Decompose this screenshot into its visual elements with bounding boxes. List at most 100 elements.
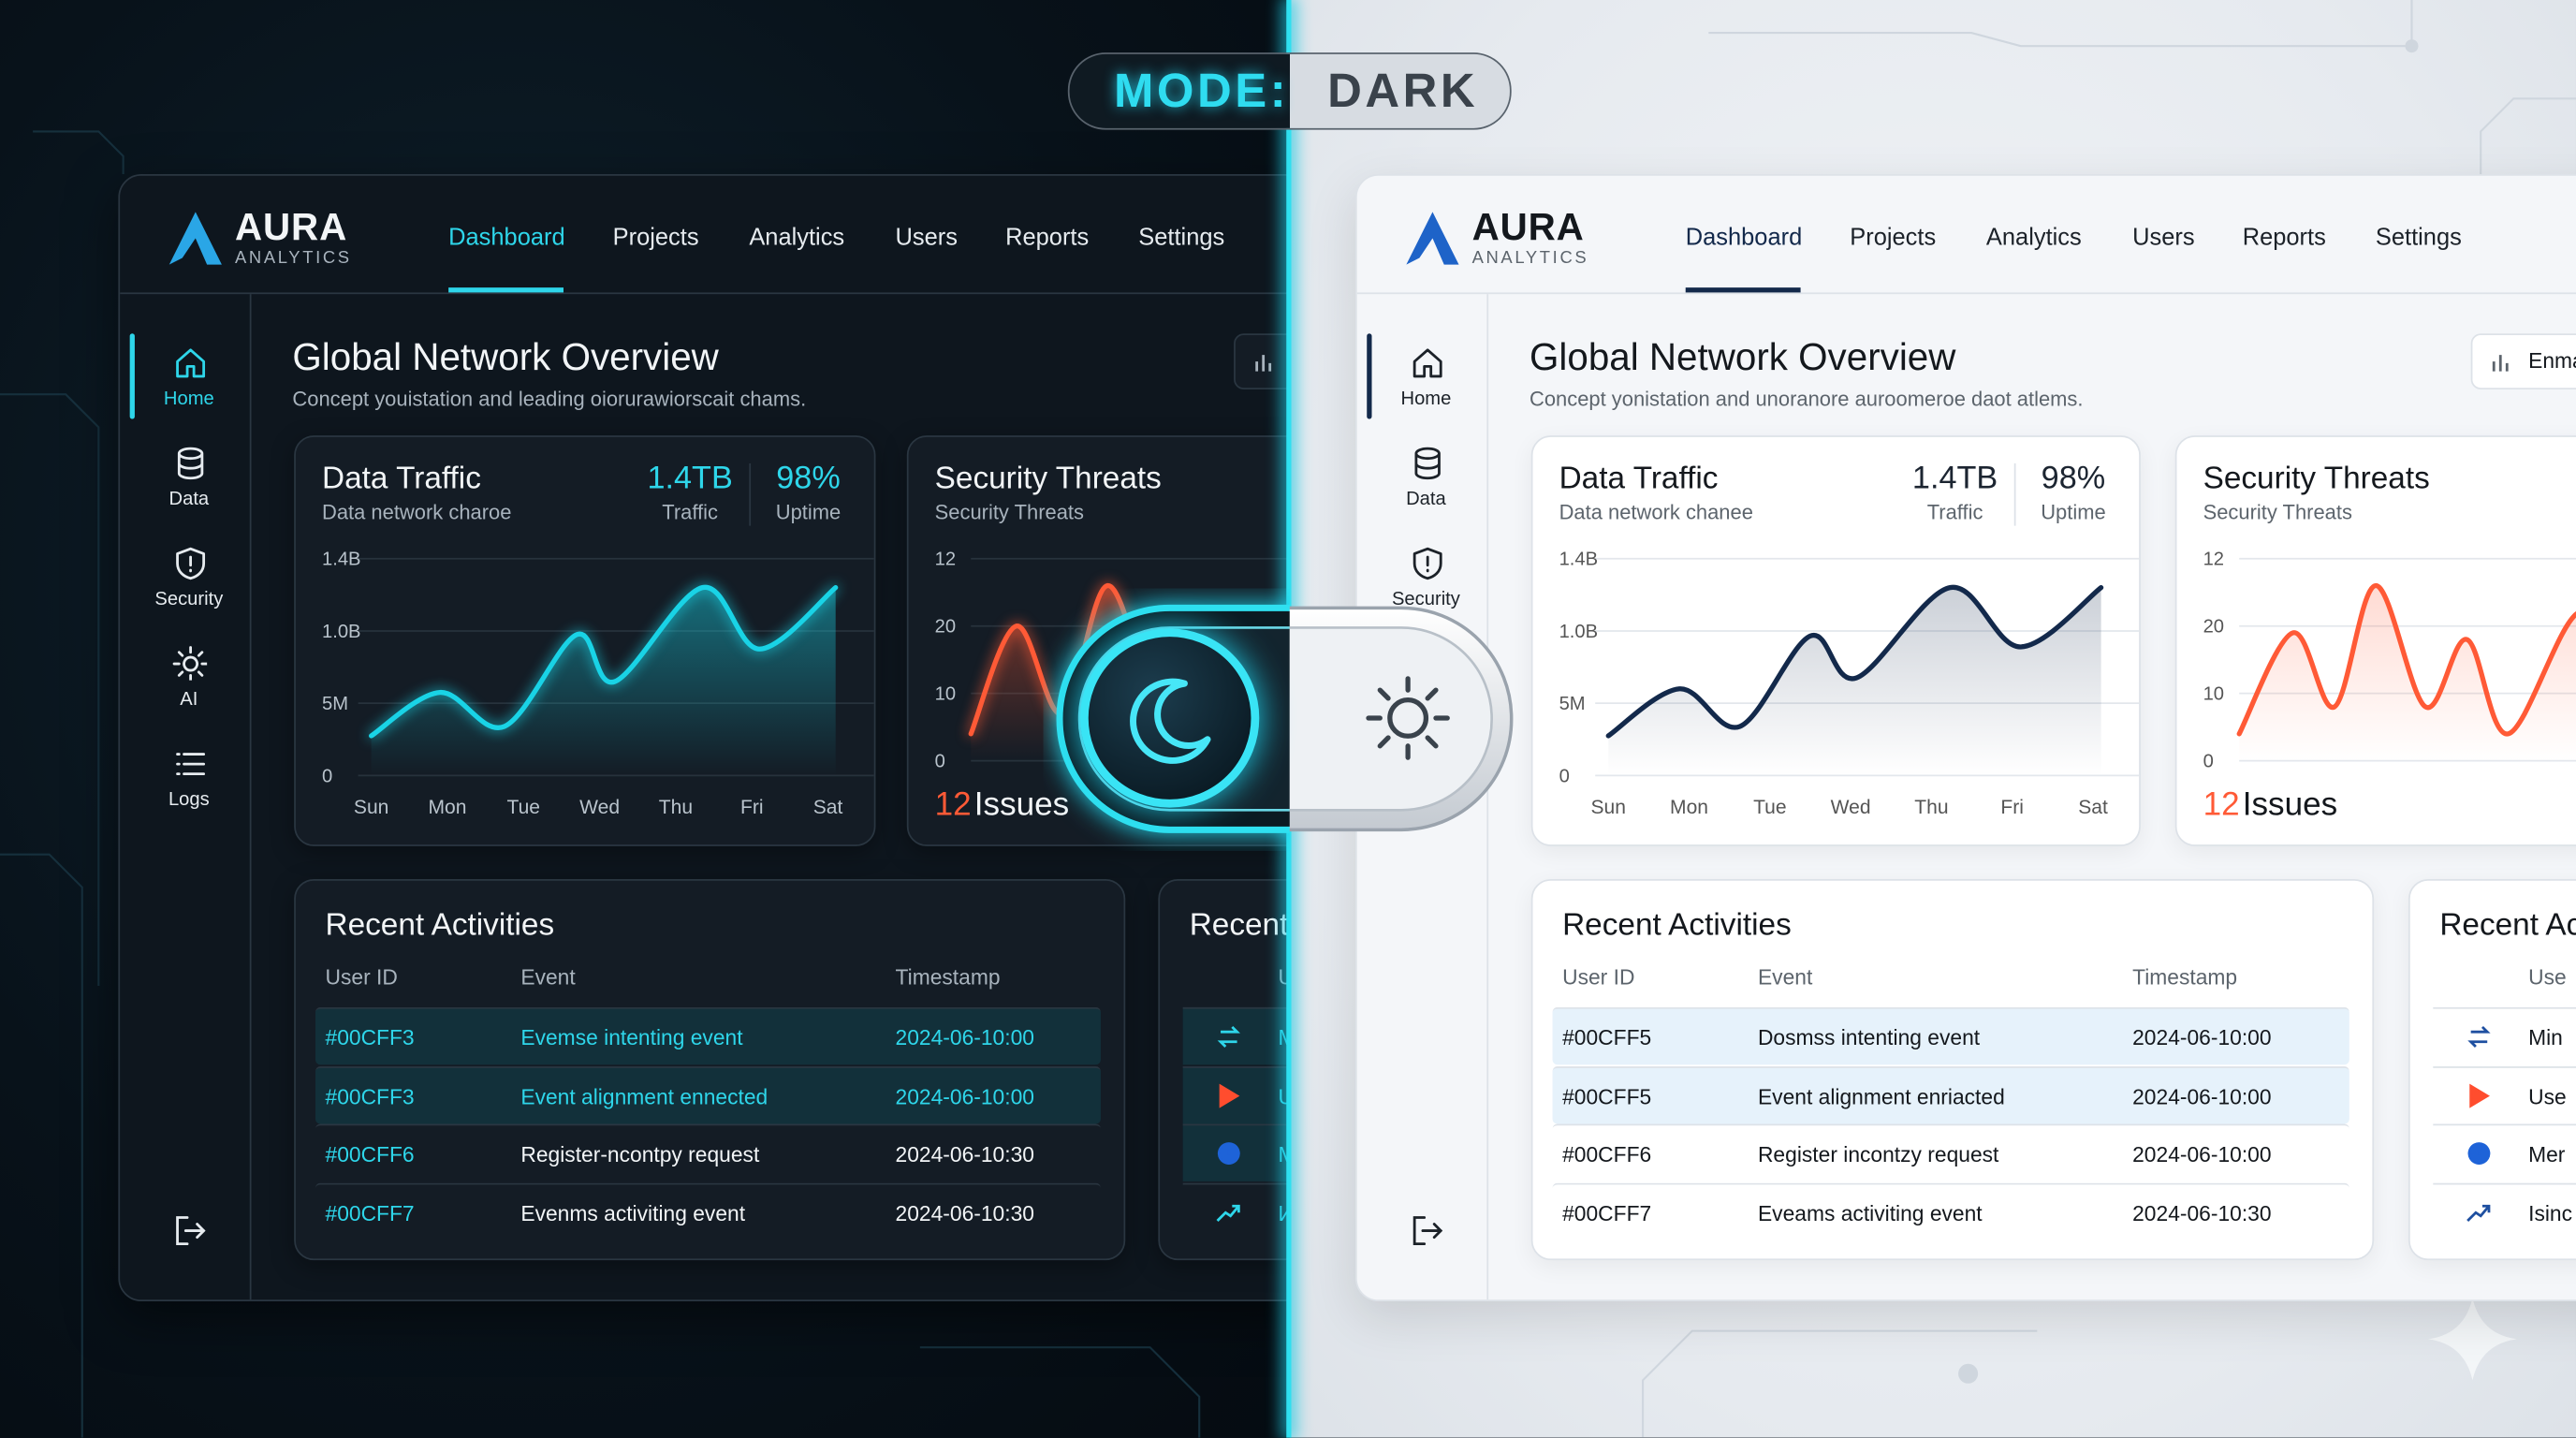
- recent-row[interactable]: M: [1182, 1006, 1290, 1065]
- x-tick-label: Fri: [2000, 797, 2024, 818]
- row-icon: [2467, 1025, 2491, 1048]
- x-tick-label: Wed: [579, 797, 620, 818]
- table-cell: #00CFF5: [1562, 1025, 1652, 1050]
- icon-shape: [2492, 355, 2509, 372]
- sidebar-label: Security: [1391, 590, 1460, 610]
- sidebar-item[interactable]: Home: [1357, 333, 1487, 422]
- card-title: Data Traffic: [321, 462, 481, 497]
- nav-item[interactable]: Analytics: [1985, 225, 2082, 252]
- sidebar-item[interactable]: Logs: [120, 741, 250, 824]
- row-icon: [2466, 1203, 2491, 1222]
- table-cell: 2024-06-10:00: [895, 1083, 1034, 1108]
- sidebar-item[interactable]: Security: [120, 540, 250, 623]
- logo-icon: [168, 212, 222, 265]
- recent-row[interactable]: Min: [2433, 1006, 2576, 1064]
- table-row[interactable]: #00CFF5 Dosmss intenting event 2024-06-10:…: [1552, 1006, 2349, 1065]
- table-row[interactable]: #00CFF3 Evemse intenting event 2024-06-10:…: [315, 1006, 1101, 1065]
- nav-item[interactable]: Projects: [612, 225, 699, 252]
- mode-pill: MODE: DARK: [1067, 52, 1512, 130]
- recent-card: Recent Ac Use Min Use Mer Isinc: [2408, 878, 2576, 1261]
- sidebar-item[interactable]: Data: [1357, 440, 1487, 522]
- card-title: Recent Ac: [2439, 908, 2576, 944]
- chart-svg: 0 5M 1.0B 1.4B Sun Mon Tue Wed Thu Fri Sat: [1559, 550, 2140, 818]
- card-title: Data Traffic: [1559, 462, 1719, 497]
- recent-row[interactable]: Use: [2433, 1065, 2576, 1123]
- icon-shape: [172, 646, 208, 681]
- nav-item[interactable]: Settings: [2375, 225, 2462, 252]
- logo-mark: [1406, 212, 1459, 265]
- sidebar-item[interactable]: Security: [1357, 540, 1487, 623]
- column-header: Event: [1757, 964, 1813, 990]
- row-icon: [1217, 1025, 1240, 1048]
- header-button[interactable]: Enma: [2470, 333, 2576, 389]
- recent-row[interactable]: И: [1182, 1181, 1290, 1240]
- nav-item[interactable]: Projects: [1850, 225, 1937, 252]
- theme-toggle[interactable]: [1043, 588, 1536, 851]
- sidebar-item[interactable]: Home: [120, 333, 250, 422]
- icon-shape: [2467, 1142, 2491, 1165]
- table-row[interactable]: #00CFF6 Register incontzy request 2024-06-…: [1552, 1123, 2349, 1181]
- y-tick-label: 0: [322, 766, 332, 786]
- x-tick-label: Wed: [1831, 797, 1871, 818]
- nav-item[interactable]: Users: [895, 225, 959, 252]
- page-subtitle: Concept yonistation and unoranore auroom…: [1529, 388, 2084, 411]
- table-cell: #00CFF6: [1562, 1141, 1652, 1167]
- nav-item[interactable]: Analytics: [749, 225, 845, 252]
- logo-mark: [168, 212, 222, 265]
- sidebar-active-bar: [129, 333, 135, 419]
- x-tick-label: Sat: [813, 797, 843, 818]
- column-header: User ID: [325, 964, 398, 990]
- nav-item[interactable]: Reports: [2242, 225, 2326, 252]
- table-cell: 2024-06-10:00: [2132, 1025, 2272, 1050]
- logout-icon[interactable]: [171, 1212, 208, 1249]
- table-cell: Register incontzy request: [1757, 1141, 1999, 1167]
- nav-item[interactable]: Dashboard: [1685, 225, 1803, 252]
- mode-value: DARK: [1327, 66, 1479, 119]
- table-cell: Evenms activiting event: [520, 1200, 746, 1225]
- sidebar-item[interactable]: Data: [120, 440, 250, 522]
- x-tick-label: Sat: [2078, 797, 2108, 818]
- recent-row[interactable]: M: [1182, 1123, 1290, 1181]
- recent-row[interactable]: Mer: [2433, 1123, 2576, 1181]
- recent-card: RecentUMUMИ: [1158, 878, 1290, 1261]
- table-row[interactable]: #00CFF7 Evenms activiting event 2024-06-10…: [315, 1181, 1101, 1240]
- icon-shape: [176, 753, 206, 776]
- stat-divider: [2013, 462, 2016, 526]
- icon-shape: [176, 547, 206, 580]
- table-row[interactable]: #00CFF3 Event alignment ennected 2024-06-1…: [315, 1065, 1101, 1123]
- sidebar-item[interactable]: AI: [120, 640, 250, 723]
- table-cell: 2024-06-10:30: [2132, 1200, 2272, 1225]
- card-subtitle: Security Threats: [2203, 501, 2352, 524]
- table-cell: 2024-06-10:00: [2132, 1141, 2272, 1167]
- table-cell: #00CFF3: [325, 1083, 415, 1108]
- y-tick-label: 1.4B: [1559, 550, 1599, 570]
- sidebar-label: AI: [180, 690, 198, 711]
- table-row[interactable]: #00CFF5 Event alignment enriacted 2024-06-…: [1552, 1065, 2349, 1123]
- recent-row[interactable]: Isinc: [2433, 1181, 2576, 1240]
- issues-count: 12: [934, 786, 972, 824]
- nav-item[interactable]: Users: [2132, 225, 2195, 252]
- logout-icon[interactable]: [1408, 1212, 1444, 1249]
- nav-item[interactable]: Settings: [1138, 225, 1225, 252]
- activities-card: Recent Activities User ID Event Timestamp #0…: [294, 878, 1126, 1261]
- table-cell: Eveams activiting event: [1757, 1200, 1983, 1225]
- recent-row[interactable]: U: [1182, 1065, 1290, 1123]
- stat-value: 98%: [2041, 460, 2106, 497]
- icon-shape: [1217, 1025, 1240, 1048]
- stat-divider: [749, 462, 752, 526]
- table-row[interactable]: #00CFF6 Register-ncontpy request 2024-06-1…: [315, 1123, 1101, 1181]
- nav-item[interactable]: Reports: [1005, 225, 1090, 252]
- icon-shape: [2467, 1025, 2491, 1048]
- header-button[interactable]: [1234, 333, 1290, 389]
- sidebar-label: Home: [163, 389, 214, 410]
- table-cell: Register-ncontpy request: [520, 1141, 760, 1167]
- sidebar-icon: [1414, 447, 1441, 480]
- table-cell: Event alignment ennected: [520, 1083, 768, 1108]
- logo-icon: [1406, 212, 1459, 265]
- nav-item[interactable]: Dashboard: [448, 225, 565, 252]
- y-tick-label: 1.0B: [322, 622, 361, 642]
- table-cell: Event alignment enriacted: [1757, 1083, 2005, 1108]
- x-tick-label: Tue: [1753, 797, 1786, 818]
- recent-cell: Min: [2528, 1025, 2563, 1050]
- table-row[interactable]: #00CFF7 Eveams activiting event 2024-06-10…: [1552, 1181, 2349, 1240]
